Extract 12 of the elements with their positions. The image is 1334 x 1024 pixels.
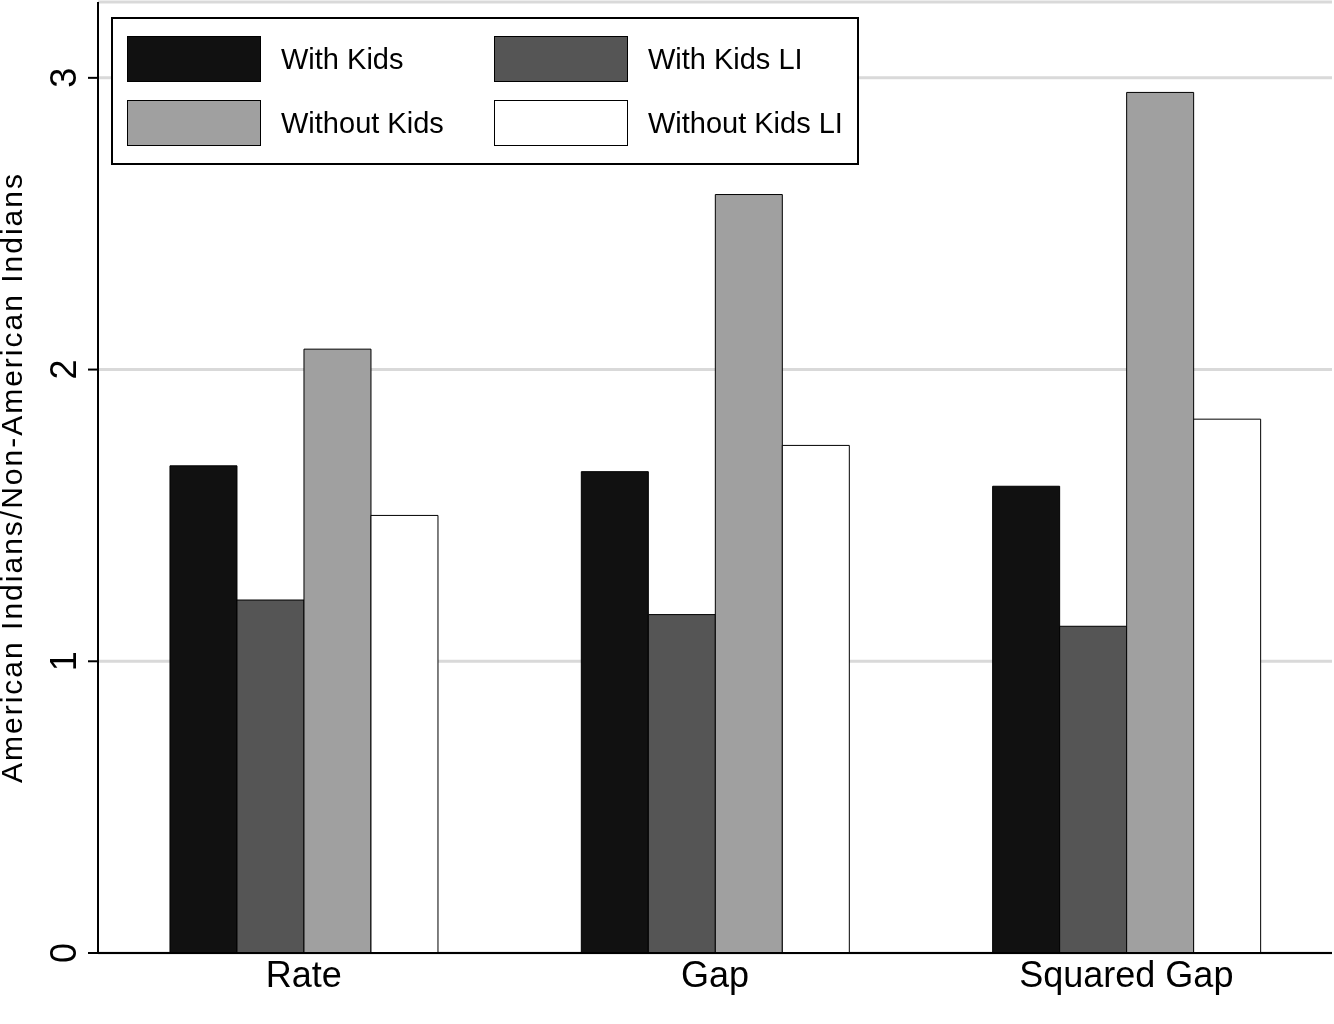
y-tick-label: 3 — [43, 67, 84, 88]
x-tick-label: Squared Gap — [1019, 953, 1234, 995]
legend-label: Without Kids LI — [647, 106, 843, 140]
y-axis-title: American Indians/Non-American Indians — [0, 172, 28, 783]
y-tick-label: 2 — [43, 359, 84, 380]
y-tick-label: 1 — [43, 651, 84, 672]
y-tick-label: 0 — [43, 942, 84, 964]
legend-label: With Kids LI — [647, 42, 803, 76]
x-tick-label: Rate — [265, 953, 342, 995]
x-tick-label: Gap — [680, 953, 750, 995]
legend-label: Without Kids — [281, 106, 444, 140]
legend-label: With Kids — [281, 42, 404, 76]
